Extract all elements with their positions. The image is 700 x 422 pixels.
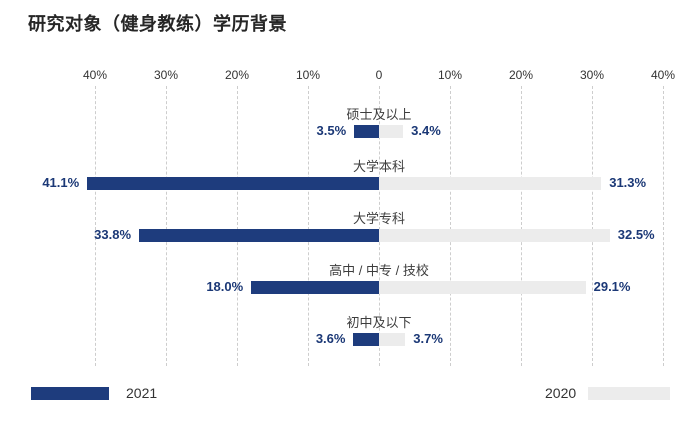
gridline (663, 86, 664, 366)
category-label: 初中及以下 (346, 315, 412, 330)
axis-tick-label: 40% (82, 68, 108, 82)
value-label-2020: 3.7% (413, 331, 443, 346)
value-label-2020: 32.5% (617, 227, 655, 242)
bar-2021 (353, 333, 379, 346)
category-label: 大学专科 (352, 211, 406, 226)
category-label: 硕士及以上 (346, 107, 412, 122)
gridline (308, 86, 309, 366)
gridline (592, 86, 593, 366)
gridline (95, 86, 96, 366)
axis-tick-label: 10% (437, 68, 463, 82)
value-label-2021: 3.5% (316, 123, 347, 138)
bar-2020 (379, 281, 586, 294)
value-label-2021: 3.6% (315, 331, 346, 346)
bar-2021 (354, 125, 379, 138)
axis-tick-label: 10% (295, 68, 321, 82)
value-label-2021: 33.8% (94, 227, 132, 242)
bar-2020 (379, 125, 404, 138)
axis-tick-label: 30% (153, 68, 179, 82)
bar-2021 (139, 229, 379, 242)
category-label: 大学本科 (352, 159, 406, 174)
axis-tick-label: 0 (375, 68, 383, 82)
value-label-2020: 3.4% (411, 123, 441, 138)
gridline (450, 86, 451, 366)
value-label-2020: 29.1% (593, 279, 631, 294)
gridline (521, 86, 522, 366)
gridline (166, 86, 167, 366)
category-label: 高中 / 中专 / 技校 (329, 263, 429, 278)
axis-tick-label: 20% (508, 68, 534, 82)
gridline (237, 86, 238, 366)
bar-2020 (379, 333, 406, 346)
bar-2021 (87, 177, 379, 190)
value-label-2020: 31.3% (609, 175, 647, 190)
axis-tick-label: 20% (224, 68, 250, 82)
bar-2020 (379, 229, 610, 242)
chart-title: 研究对象（健身教练）学历背景 (28, 14, 287, 34)
value-label-2021: 41.1% (42, 175, 80, 190)
bar-2021 (251, 281, 379, 294)
axis-tick-label: 30% (579, 68, 605, 82)
value-label-2021: 18.0% (206, 279, 244, 294)
gridline (379, 86, 380, 366)
bar-2020 (379, 177, 602, 190)
axis-tick-label: 40% (650, 68, 676, 82)
